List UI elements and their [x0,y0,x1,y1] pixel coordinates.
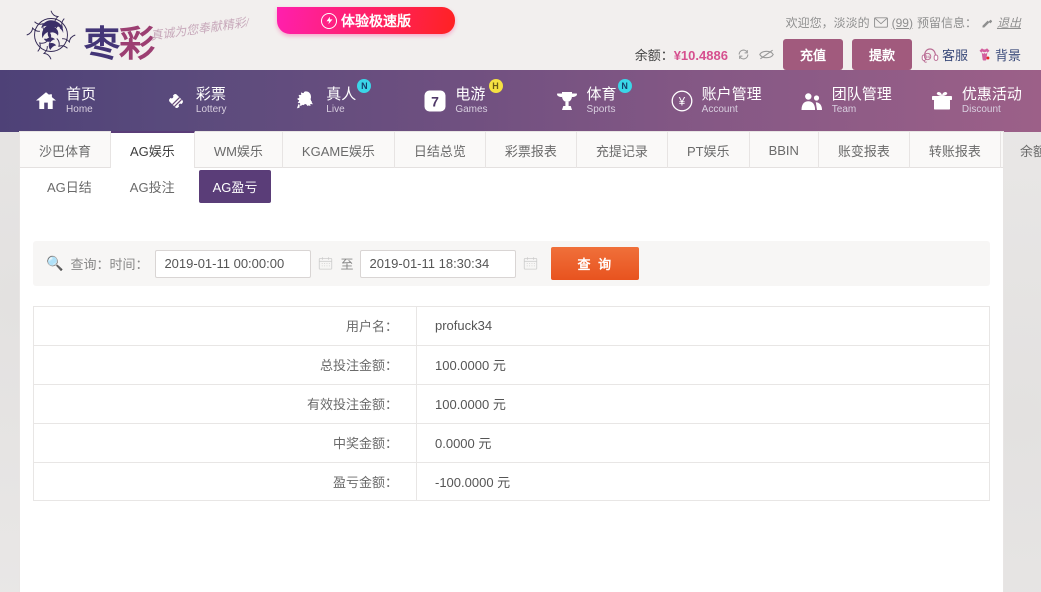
svg-text:¥: ¥ [677,96,685,108]
svg-text:7: 7 [431,94,439,110]
